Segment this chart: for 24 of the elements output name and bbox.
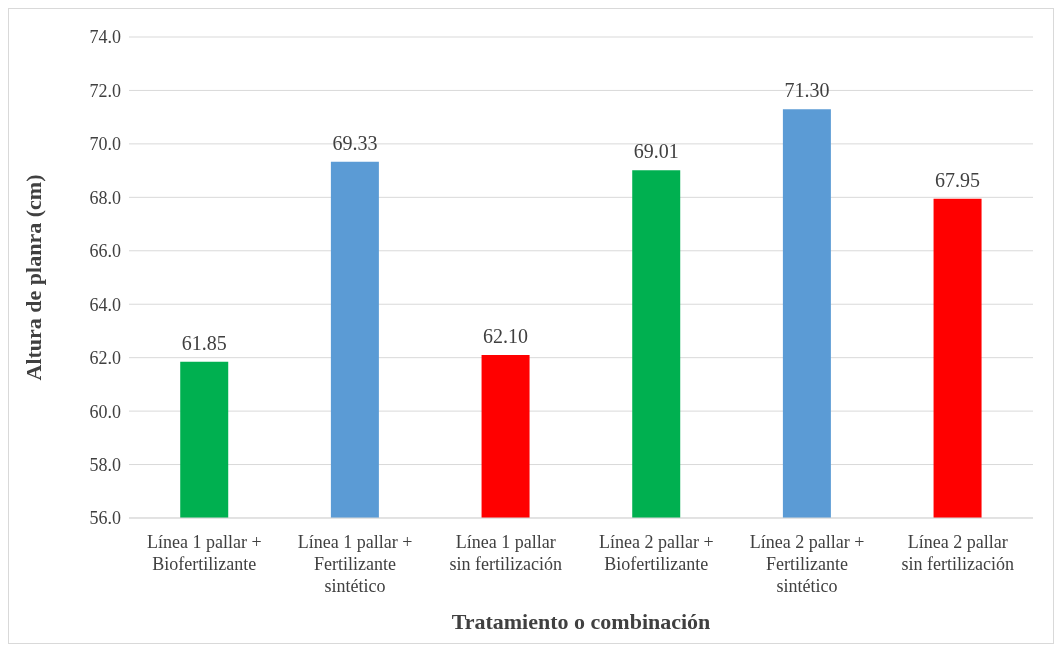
y-tick-label: 56.0 [89,508,121,529]
x-tick-label: Línea 2 pallar sin fertilización [901,532,1014,574]
x-tick-label: Línea 1 pallar sin fertilización [449,532,562,574]
y-tick-label: 68.0 [89,187,121,208]
x-tick-label: Línea 1 pallar + Biofertilizante [147,532,262,574]
x-axis-title: Tratamiento o combinación [451,609,711,634]
y-tick-label: 64.0 [89,294,121,315]
data-label: 71.30 [784,79,830,102]
y-tick-label: 66.0 [89,241,121,262]
data-label: 62.10 [483,324,529,347]
y-tick-label: 70.0 [89,134,121,155]
data-label: 67.95 [935,168,981,191]
x-tick-label: Línea 2 pallar + Fertilizante sintético [749,532,865,596]
x-tick-label: Línea 1 pallar + Fertilizante sintético [297,532,413,596]
y-axis-title: Altura de planra (cm) [20,174,46,381]
x-tick-label: Línea 2 pallar + Biofertilizante [599,532,714,574]
data-label: 69.33 [332,131,378,154]
data-label: 69.01 [633,140,679,163]
y-tick-label: 74.0 [89,27,121,48]
y-tick-label: 72.0 [89,80,121,101]
y-tick-label: 60.0 [89,401,121,422]
data-label: 61.85 [181,331,227,354]
y-tick-label: 58.0 [89,454,121,475]
y-tick-label: 62.0 [89,348,121,369]
